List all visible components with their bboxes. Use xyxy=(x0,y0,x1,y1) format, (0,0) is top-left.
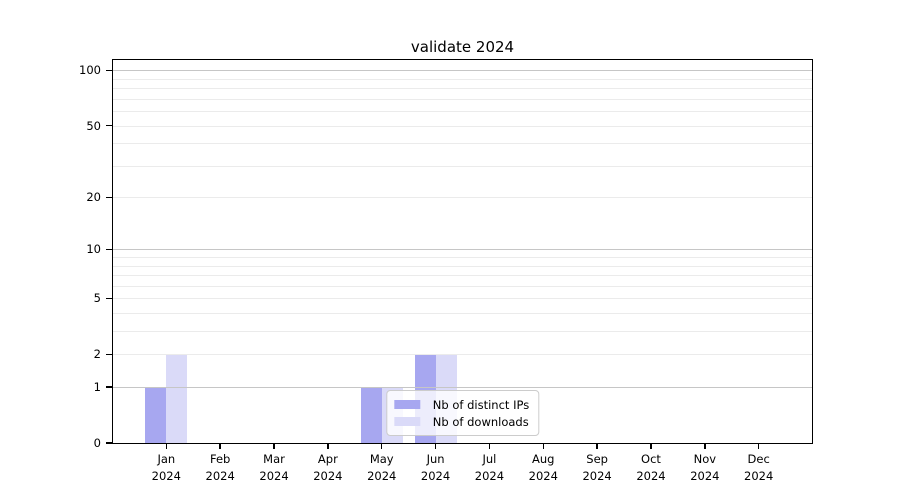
x-tick-month: Jul xyxy=(482,452,497,466)
gridline xyxy=(113,354,812,356)
x-tick-label-jan: Jan 2024 xyxy=(138,451,194,484)
y-tick-label: 2 xyxy=(93,347,101,362)
y-tick-label: 100 xyxy=(79,63,101,78)
legend-swatch-downloads xyxy=(393,417,420,426)
y-tick-mark xyxy=(106,442,113,444)
bar-distinct-ips-may xyxy=(360,387,382,443)
y-tick-label: 20 xyxy=(86,190,101,205)
bar-distinct-ips-jan xyxy=(145,387,167,443)
gridline xyxy=(113,197,812,199)
x-tick-year: 2024 xyxy=(636,468,666,483)
x-tick-mark xyxy=(704,443,706,449)
x-tick-label-aug: Aug 2024 xyxy=(515,451,571,484)
y-tick-label: 10 xyxy=(86,242,101,257)
legend-label-distinct-ips: Nb of distinct IPs xyxy=(432,397,530,412)
x-tick-month: May xyxy=(369,452,394,466)
gridline xyxy=(113,78,812,80)
x-tick-month: Jun xyxy=(426,452,445,466)
legend-entry-distinct-ips: Nb of distinct IPs xyxy=(393,396,530,413)
x-tick-mark xyxy=(165,443,168,449)
x-tick-label-dec: Dec 2024 xyxy=(731,451,787,484)
gridline xyxy=(113,165,812,167)
x-tick-month: Sep xyxy=(586,452,608,466)
x-tick-mark xyxy=(219,443,221,449)
x-tick-year: 2024 xyxy=(690,468,720,483)
gridline xyxy=(113,298,812,300)
gridline xyxy=(113,275,812,277)
x-tick-year: 2024 xyxy=(420,468,451,483)
gridline xyxy=(113,125,812,127)
gridline xyxy=(113,313,812,315)
x-tick-mark xyxy=(327,443,329,449)
gridline xyxy=(113,98,812,100)
legend: Nb of distinct IPs Nb of downloads xyxy=(385,390,540,436)
x-tick-year: 2024 xyxy=(528,468,558,483)
y-tick-mark xyxy=(106,297,113,300)
x-tick-month: Mar xyxy=(263,452,285,466)
x-tick-mark xyxy=(380,443,383,449)
gridline xyxy=(113,249,812,251)
x-tick-label-oct: Oct 2024 xyxy=(623,451,679,484)
y-tick-mark xyxy=(106,69,113,72)
y-tick-label: 50 xyxy=(86,118,101,133)
gridline xyxy=(113,331,812,333)
y-tick-mark xyxy=(106,353,113,356)
gridline xyxy=(113,257,812,259)
plot-area: Nb of distinct IPs Nb of downloads xyxy=(112,59,813,444)
x-tick-mark xyxy=(757,443,760,449)
gridline xyxy=(113,265,812,267)
x-tick-mark xyxy=(542,443,545,449)
x-tick-label-sep: Sep 2024 xyxy=(569,451,625,484)
y-tick-mark xyxy=(106,124,113,127)
chart-title: validate 2024 xyxy=(410,38,515,56)
x-tick-month: Oct xyxy=(641,452,661,466)
x-tick-month: Feb xyxy=(209,452,231,466)
x-tick-year: 2024 xyxy=(259,468,289,483)
x-tick-mark xyxy=(650,443,652,449)
gridline xyxy=(113,285,812,287)
x-tick-month: Aug xyxy=(532,452,555,466)
x-tick-label-may: May 2024 xyxy=(354,451,410,484)
x-tick-month: Dec xyxy=(747,452,770,466)
x-tick-year: 2024 xyxy=(151,468,181,483)
legend-swatch-distinct-ips xyxy=(393,400,420,409)
gridline xyxy=(113,88,812,90)
bar-downloads-jan xyxy=(166,354,188,443)
x-tick-year: 2024 xyxy=(313,468,343,483)
x-tick-year: 2024 xyxy=(205,468,235,483)
y-tick-label: 5 xyxy=(93,291,101,306)
x-tick-year: 2024 xyxy=(367,468,397,483)
legend-label-downloads: Nb of downloads xyxy=(432,414,529,429)
y-tick-mark xyxy=(106,196,113,198)
y-tick-label: 0 xyxy=(93,436,101,450)
x-tick-mark xyxy=(488,443,491,449)
x-tick-year: 2024 xyxy=(474,468,505,483)
x-tick-label-jun: Jun 2024 xyxy=(408,451,464,484)
x-tick-month: Apr xyxy=(317,452,338,466)
x-tick-label-mar: Mar 2024 xyxy=(246,451,302,484)
x-tick-label-jul: Jul 2024 xyxy=(461,451,517,484)
gridline xyxy=(113,111,812,113)
x-tick-label-feb: Feb 2024 xyxy=(192,451,248,484)
y-tick-mark xyxy=(106,248,113,251)
x-tick-year: 2024 xyxy=(744,468,774,483)
gridline xyxy=(113,70,812,72)
x-tick-mark xyxy=(434,443,437,449)
y-tick-label: 1 xyxy=(93,380,101,395)
gridline xyxy=(113,143,812,145)
gridline xyxy=(113,387,812,389)
x-tick-month: Jan xyxy=(157,452,176,466)
legend-entry-downloads: Nb of downloads xyxy=(393,413,529,430)
x-tick-year: 2024 xyxy=(582,468,612,483)
x-tick-mark xyxy=(596,443,598,449)
y-tick-mark xyxy=(106,386,113,388)
x-tick-label-nov: Nov 2024 xyxy=(677,451,733,484)
x-tick-label-apr: Apr 2024 xyxy=(300,451,356,484)
x-tick-month: Nov xyxy=(693,452,717,466)
x-tick-mark xyxy=(273,443,275,449)
